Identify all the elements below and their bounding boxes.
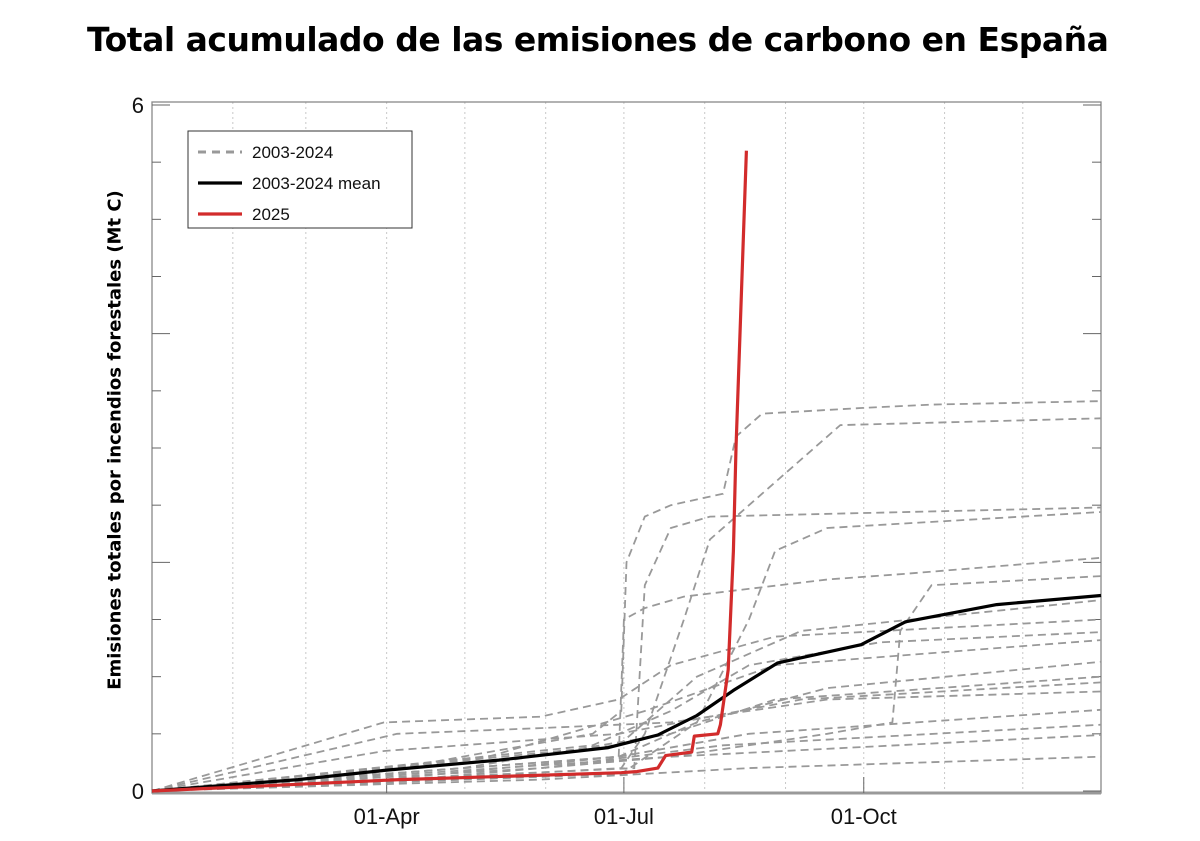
series-line-2025	[151, 150, 748, 793]
x-tick-label: 01-Apr	[354, 804, 420, 829]
x-tick-label: 01-Oct	[831, 804, 897, 829]
series-line-year	[151, 723, 1102, 792]
series-line-year	[151, 660, 1102, 792]
series-line-year	[151, 690, 1102, 792]
chart-title: Total acumulado de las emisiones de carb…	[87, 20, 1109, 59]
series-line-year	[151, 400, 1102, 792]
series-line-year	[151, 639, 1102, 792]
series-line-year	[151, 556, 1102, 792]
series-line-year	[151, 675, 1102, 792]
legend: 2003-2024 2003-2024 mean 2025	[187, 130, 413, 229]
series-line-year	[151, 631, 1102, 792]
x-tick-label: 01-Jul	[594, 804, 654, 829]
series-line-year	[151, 599, 1102, 792]
legend-box	[187, 130, 413, 229]
series-line-year	[151, 618, 1102, 792]
legend-label: 2003-2024 mean	[252, 174, 381, 193]
y-tick-label: 0	[132, 779, 144, 804]
series-line-year	[151, 755, 1102, 792]
legend-label: 2025	[252, 205, 290, 224]
series-line-year	[151, 506, 1102, 792]
series-line-mean	[151, 593, 1102, 793]
series-line-year	[151, 575, 1102, 792]
y-tick-label: 6	[132, 93, 144, 118]
series-line-year	[151, 708, 1102, 792]
series-line-year	[151, 681, 1102, 792]
series-line-year	[151, 734, 1102, 792]
series-line-year	[151, 417, 1102, 792]
legend-label: 2003-2024	[252, 143, 333, 162]
